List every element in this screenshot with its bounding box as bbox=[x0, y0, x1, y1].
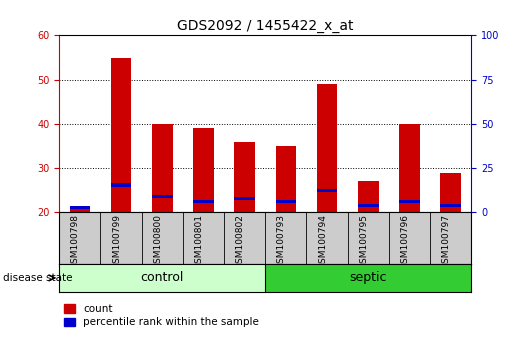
Bar bbox=[265, 264, 471, 292]
Text: GSM100802: GSM100802 bbox=[236, 215, 245, 269]
Bar bbox=[399, 200, 420, 203]
Bar bbox=[59, 264, 265, 292]
Text: GSM100795: GSM100795 bbox=[359, 215, 368, 269]
Bar bbox=[70, 208, 90, 212]
Bar bbox=[152, 195, 173, 199]
Bar bbox=[317, 84, 337, 212]
Title: GDS2092 / 1455422_x_at: GDS2092 / 1455422_x_at bbox=[177, 19, 353, 33]
Text: GSM100797: GSM100797 bbox=[442, 215, 451, 269]
Text: GSM100801: GSM100801 bbox=[195, 215, 203, 269]
Bar bbox=[111, 183, 131, 187]
Text: GSM100793: GSM100793 bbox=[277, 215, 286, 269]
Bar bbox=[234, 142, 255, 212]
Text: GSM100794: GSM100794 bbox=[318, 215, 327, 269]
Text: GSM100796: GSM100796 bbox=[401, 215, 409, 269]
Bar bbox=[440, 172, 461, 212]
Legend: count, percentile rank within the sample: count, percentile rank within the sample bbox=[64, 304, 259, 327]
Bar bbox=[358, 181, 379, 212]
Bar bbox=[70, 206, 90, 209]
Bar bbox=[440, 204, 461, 207]
Bar bbox=[193, 200, 214, 203]
Bar bbox=[234, 197, 255, 200]
Text: GSM100798: GSM100798 bbox=[71, 215, 80, 269]
Text: control: control bbox=[141, 272, 184, 284]
Bar bbox=[276, 146, 296, 212]
Bar bbox=[111, 57, 131, 212]
Bar bbox=[399, 124, 420, 212]
Text: septic: septic bbox=[350, 272, 387, 284]
Bar bbox=[317, 189, 337, 192]
Bar bbox=[276, 200, 296, 203]
Bar bbox=[193, 128, 214, 212]
Text: GSM100799: GSM100799 bbox=[112, 215, 121, 269]
Text: disease state: disease state bbox=[3, 273, 72, 283]
Bar bbox=[358, 204, 379, 207]
Text: GSM100800: GSM100800 bbox=[153, 215, 162, 269]
Bar bbox=[152, 124, 173, 212]
